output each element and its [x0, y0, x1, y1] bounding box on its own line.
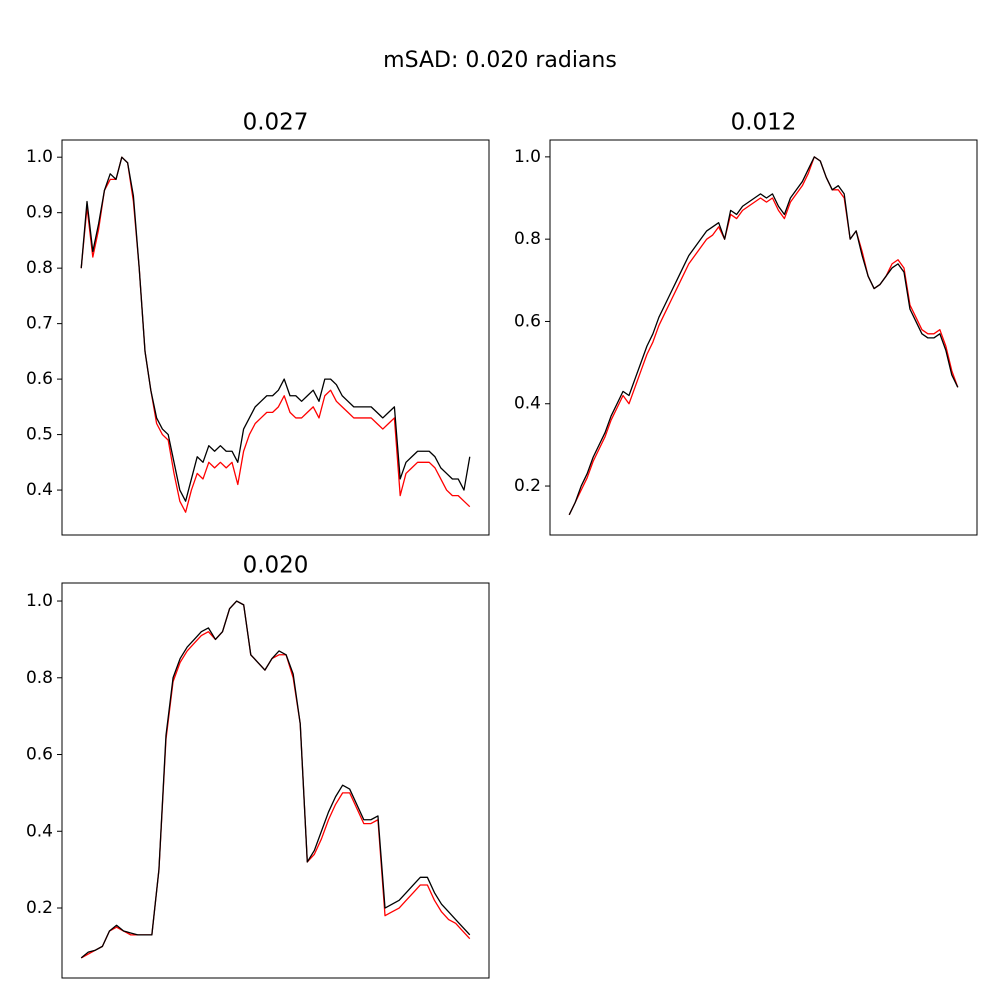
y-tick-label: 0.4: [26, 480, 53, 500]
series-line: [568, 156, 959, 516]
y-tick-label: 1.0: [514, 147, 541, 167]
subplot-title: 0.012: [731, 110, 797, 136]
y-tick-label: 0.2: [514, 476, 541, 496]
subplot-title: 0.020: [243, 553, 309, 579]
axes-frame: [549, 139, 978, 536]
y-tick-label: 0.6: [26, 369, 53, 389]
y-tick-label: 1.0: [26, 147, 53, 167]
series-line: [80, 156, 471, 502]
y-tick-label: 0.8: [26, 668, 53, 688]
y-tick-label: 0.4: [26, 821, 53, 841]
series-line: [80, 600, 471, 959]
y-tick-label: 0.6: [514, 311, 541, 331]
y-tick-label: 0.5: [26, 425, 53, 445]
series-line: [568, 156, 959, 516]
subplot-title: 0.027: [243, 110, 309, 136]
y-tick-label: 1.0: [26, 591, 53, 611]
y-tick-label: 0.7: [26, 314, 53, 334]
y-tick-label: 0.9: [26, 203, 53, 223]
axes-frame: [61, 139, 490, 536]
y-tick-label: 0.2: [26, 898, 53, 918]
y-tick-label: 0.4: [514, 394, 541, 414]
y-tick-label: 0.8: [514, 229, 541, 249]
axes-frame: [61, 582, 490, 979]
y-tick-label: 0.8: [26, 258, 53, 278]
figure-title: mSAD: 0.020 radians: [383, 48, 617, 73]
y-tick-label: 0.6: [26, 745, 53, 765]
